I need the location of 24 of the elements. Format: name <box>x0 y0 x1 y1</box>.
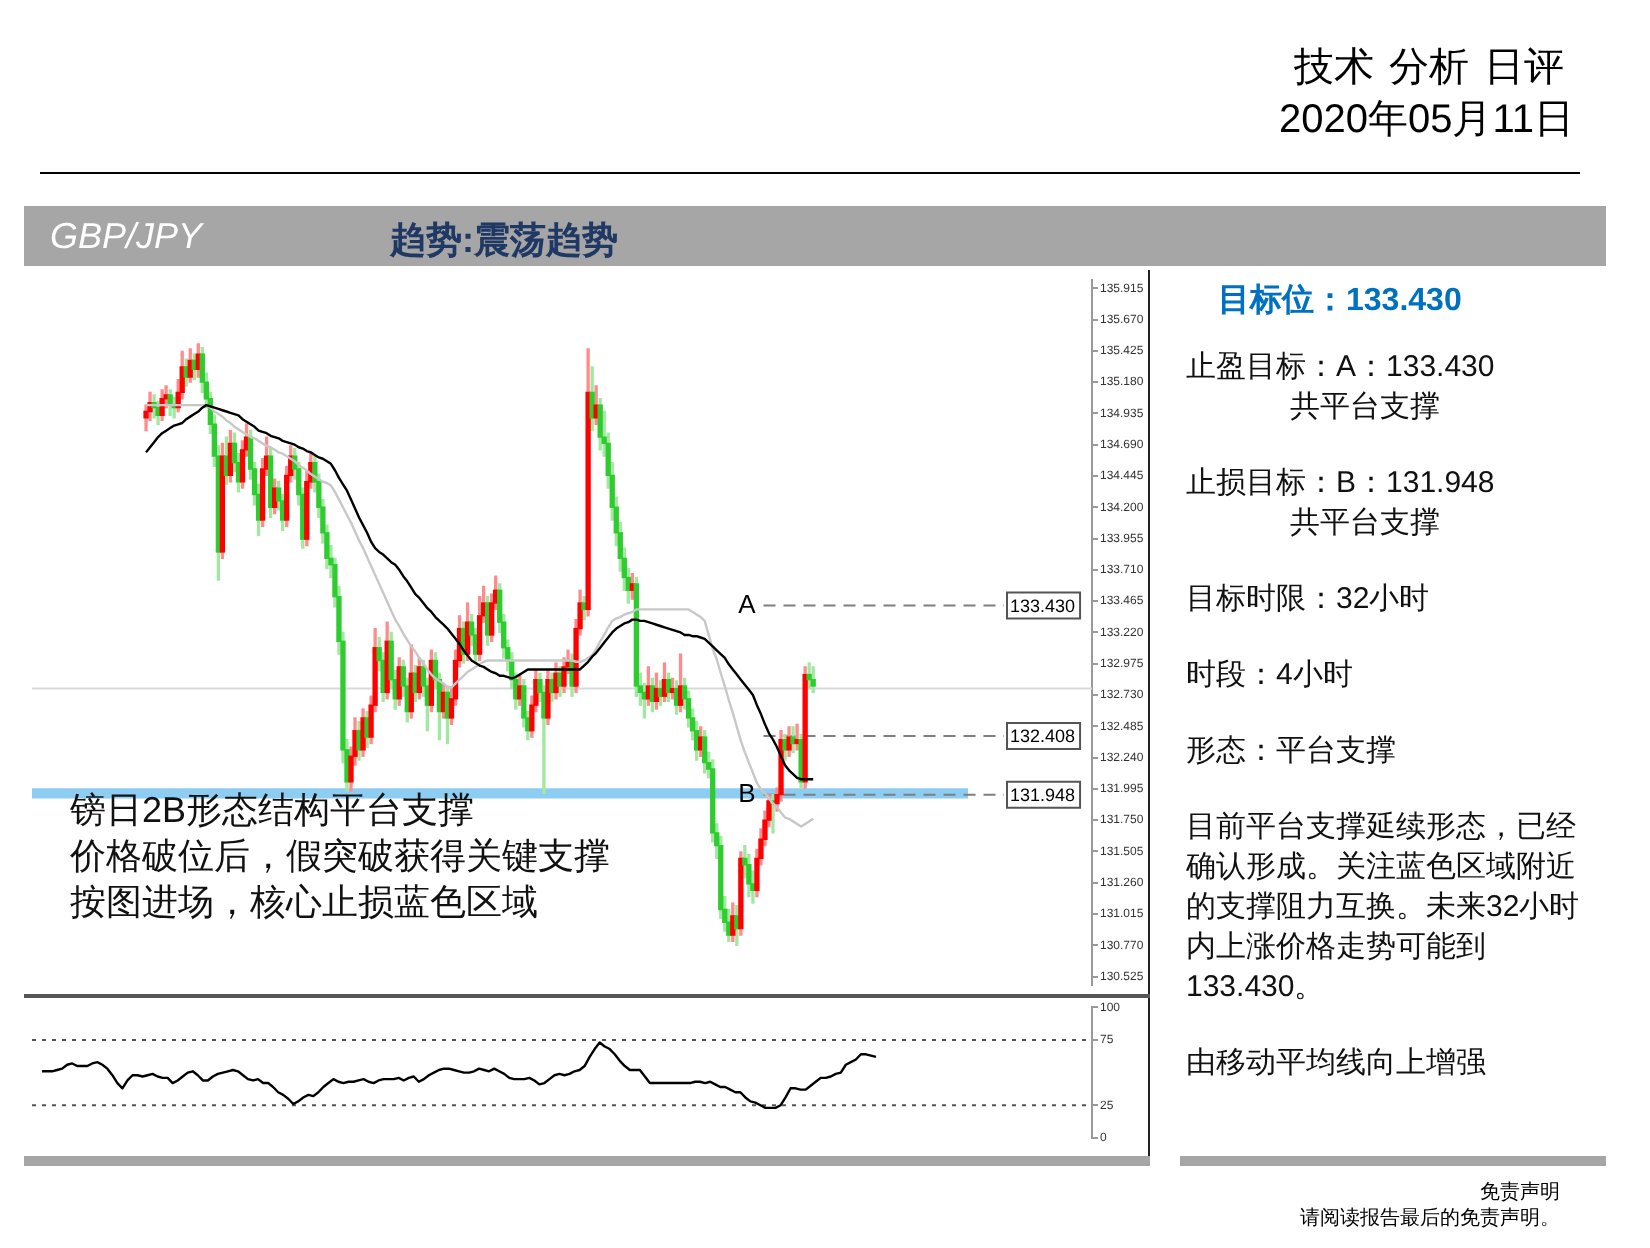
text: 共平台支撑 <box>1288 504 1442 544</box>
text: 目标位：133.430 <box>1218 281 1462 322</box>
text: 目标时限：32小时 <box>1186 580 1432 620</box>
annotation: B <box>738 777 756 808</box>
annotation: 价格破位后，假突破获得关键支撑 <box>70 834 610 880</box>
ref-line-label: 132.408 <box>1010 726 1076 747</box>
annotation: 按图进场，核心止损蓝色区域 <box>70 880 540 926</box>
text: 2020年05月11日 <box>1279 96 1574 146</box>
chart-subtitle: 趋势:震荡趋势 <box>390 218 618 264</box>
ref-line-label: 133.430 <box>1010 595 1076 616</box>
text: 技术 分析 日评 <box>1293 44 1564 94</box>
text: 免责声明 <box>1478 1180 1560 1206</box>
text: 形态：平台支撑 <box>1186 732 1398 772</box>
text: 共平台支撑 <box>1288 388 1442 428</box>
ref-line-label: 131.948 <box>1010 784 1076 805</box>
text: 请阅读报告最后的免责声明。 <box>1300 1206 1560 1232</box>
annotation: 镑日2B形态结构平台支撑 <box>70 788 477 834</box>
text: 由移动平均线向上增强 <box>1186 1044 1488 1084</box>
chart-title: GBP/JPY <box>50 216 203 258</box>
annotation: A <box>738 588 757 619</box>
text: 时段：4小时 <box>1186 656 1355 696</box>
text: 止损目标：B：131.948 <box>1186 464 1497 504</box>
text: 止盈目标：A：133.430 <box>1186 348 1497 388</box>
text: 目前平台支撑延续形态，已经确认形成。关注蓝色区域附近的支撑阻力互换。未来32小时内上涨价格走势可能到133.430。 <box>1186 808 1582 1008</box>
